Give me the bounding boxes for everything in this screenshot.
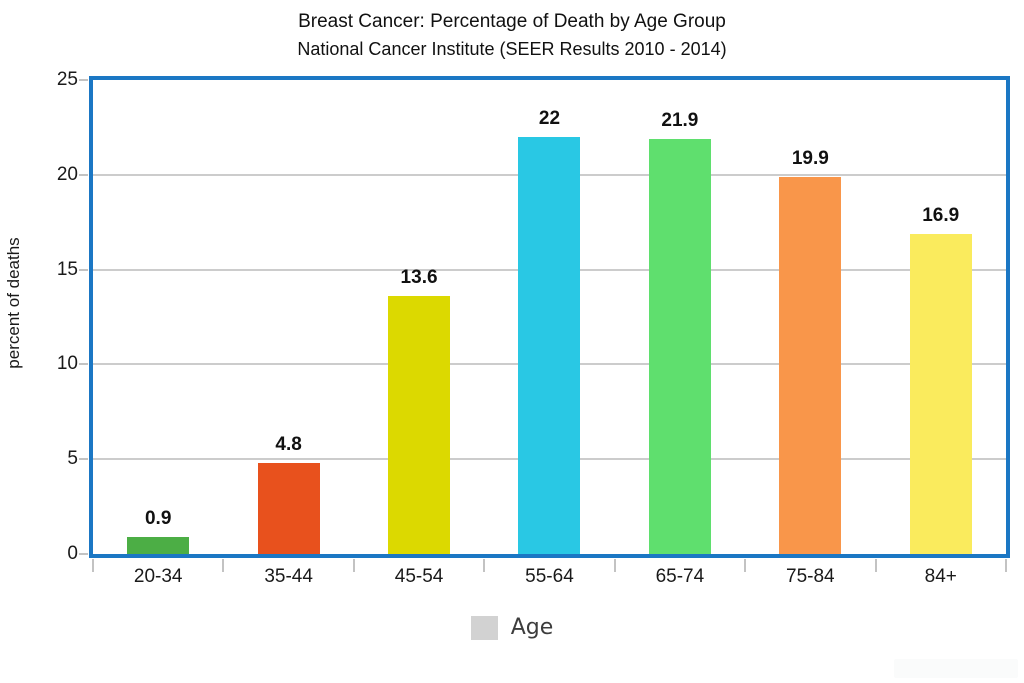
y-tick-mark-10: [79, 363, 88, 366]
x-tick-label-75-84: 75-84: [786, 566, 835, 587]
bar-slot-55-64: 22: [484, 80, 614, 554]
x-tick-mark-2: [352, 559, 355, 572]
bar-65-74: [648, 138, 711, 554]
x-tick-mark-3: [483, 559, 486, 572]
chart-title: Breast Cancer: Percentage of Death by Ag…: [298, 11, 726, 32]
watermark: [894, 659, 1018, 678]
y-tick-mark-20: [79, 173, 88, 176]
x-tick-label-35-44: 35-44: [264, 566, 313, 587]
bar-slot-75-84: 19.9: [745, 80, 875, 554]
y-axis-ticks: [79, 79, 88, 555]
bar-value-label-20-34: 0.9: [144, 507, 172, 529]
x-tick-mark-7: [1005, 559, 1007, 572]
y-tick-label-15: 15: [56, 258, 78, 280]
y-tick-label-25: 25: [56, 69, 78, 90]
bar-value-label-45-54: 13.6: [400, 267, 438, 289]
legend: Age: [0, 615, 1024, 640]
x-tick-label-84+: 84+: [924, 566, 957, 587]
bar-75-84: [779, 176, 842, 554]
bar-slot-65-74: 21.9: [615, 80, 745, 554]
y-axis-labels: 0 5 10 15 20 25: [0, 69, 78, 564]
bar-value-label-84+: 16.9: [922, 204, 960, 226]
x-tick-label-20-34: 20-34: [133, 566, 183, 587]
bar-35-44: [257, 463, 320, 554]
y-tick-mark-15: [79, 268, 88, 271]
x-tick-label-55-64: 55-64: [525, 566, 574, 587]
bar-value-label-65-74: 21.9: [661, 109, 699, 131]
x-tick-mark-1: [222, 559, 225, 572]
legend-swatch: [470, 615, 498, 640]
y-tick-label-5: 5: [67, 448, 78, 470]
bar-slot-35-44: 4.8: [223, 80, 353, 554]
x-tick-mark-0: [92, 559, 94, 572]
y-tick-label-10: 10: [56, 353, 78, 375]
x-tick-mark-5: [744, 559, 747, 572]
bar-84+: [909, 233, 972, 554]
plot-area: 0.9 4.8 13.6 22 21.9 19.9 16.9: [89, 76, 1010, 558]
y-tick-label-0: 0: [67, 543, 78, 564]
y-tick-label-20: 20: [56, 163, 78, 185]
bar-slot-20-34: 0.9: [93, 80, 223, 554]
plot-inner: 0.9 4.8 13.6 22 21.9 19.9 16.9: [93, 80, 1006, 554]
x-tick-label-65-74: 65-74: [655, 566, 705, 587]
bar-slot-84+: 16.9: [876, 80, 1006, 554]
bar-value-label-75-84: 19.9: [791, 147, 829, 169]
bar-45-54: [388, 296, 451, 554]
x-axis-labels: 20-34 35-44 45-54 55-64 65-74 75-84 84+: [93, 566, 1006, 588]
chart-subtitle: National Cancer Institute (SEER Results …: [297, 39, 727, 59]
bar-55-64: [518, 136, 581, 554]
y-tick-mark-5: [79, 458, 88, 461]
bar-value-label-35-44: 4.8: [275, 434, 302, 455]
y-tick-mark-0: [79, 553, 88, 555]
x-tick-mark-4: [613, 559, 616, 572]
x-axis-ticks: [92, 559, 1007, 572]
y-tick-mark-25: [79, 79, 88, 81]
bar-20-34: [127, 536, 190, 554]
bar-value-label-55-64: 22: [538, 107, 561, 129]
bar-slot-45-54: 13.6: [354, 80, 484, 554]
x-tick-mark-6: [874, 559, 877, 572]
legend-label: Age: [510, 615, 554, 640]
x-tick-label-45-54: 45-54: [394, 566, 444, 587]
